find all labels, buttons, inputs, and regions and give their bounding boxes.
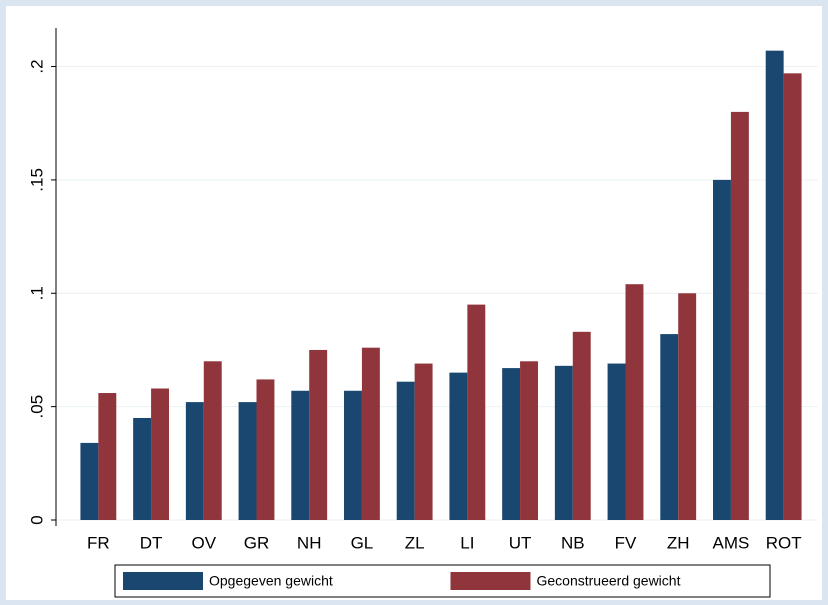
bar [730, 111, 749, 520]
x-tick-label: ZH [667, 533, 690, 552]
bar [98, 393, 117, 520]
bar [607, 363, 626, 520]
legend-box [114, 564, 771, 598]
x-tick-label: AMS [713, 533, 750, 552]
x-tick-label: ZL [405, 533, 425, 552]
x-tick-label: OV [192, 533, 217, 552]
legend-label: Opgegeven gewicht [209, 573, 333, 589]
bar [203, 361, 222, 520]
bar [625, 284, 644, 520]
x-tick-label: FV [615, 533, 637, 552]
y-tick-label: .2 [27, 59, 46, 73]
bar [467, 304, 486, 520]
x-tick-label: DT [140, 533, 163, 552]
legend-label: Geconstrueerd gewicht [537, 573, 681, 589]
bar [256, 379, 275, 520]
x-tick-label: LI [460, 533, 474, 552]
bar [80, 442, 99, 520]
bar [520, 361, 538, 520]
x-tick-label: GL [351, 533, 374, 552]
x-tick-label: GR [244, 533, 270, 552]
bar [185, 402, 204, 520]
bar [344, 390, 362, 520]
bar [449, 372, 468, 520]
x-tick-label: UT [509, 533, 532, 552]
legend-swatch [450, 572, 531, 590]
bar [554, 365, 573, 520]
bar [309, 349, 328, 520]
bar [765, 50, 784, 520]
bar [414, 363, 433, 520]
legend-swatch [123, 572, 203, 590]
y-tick-label: .15 [27, 168, 46, 192]
x-tick-label: NH [297, 533, 322, 552]
y-tick-label: .1 [27, 286, 46, 300]
bar [361, 347, 380, 520]
bar [151, 388, 169, 520]
bar [572, 331, 591, 520]
bar [133, 417, 152, 520]
y-tick-label: .05 [27, 395, 46, 419]
bar [396, 381, 415, 520]
bar [660, 334, 679, 520]
bar [502, 368, 521, 520]
x-tick-label: ROT [766, 533, 802, 552]
bar [678, 293, 697, 520]
x-tick-label: NB [561, 533, 585, 552]
x-tick-label: FR [87, 533, 110, 552]
y-tick-label: 0 [27, 515, 46, 524]
bar [713, 179, 731, 520]
bar [783, 73, 802, 521]
bar [291, 390, 310, 520]
bar [238, 402, 257, 520]
